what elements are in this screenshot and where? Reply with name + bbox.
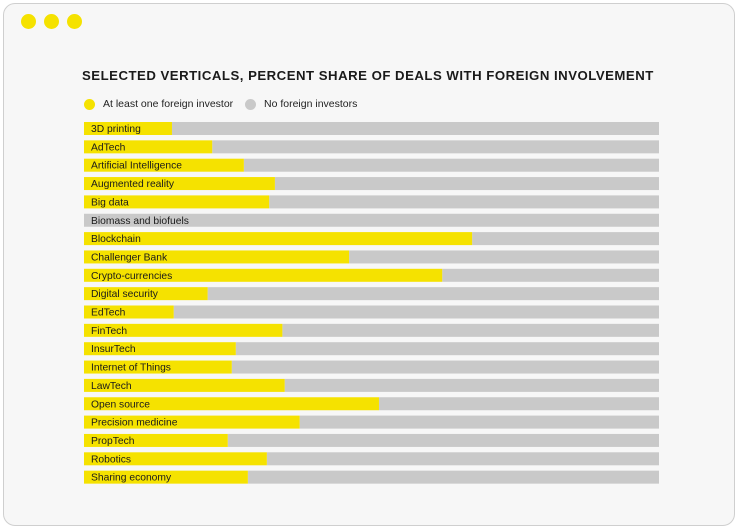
bar-no-foreign (269, 195, 659, 209)
window-dot-3[interactable] (67, 14, 82, 29)
category-label: Sharing economy (91, 473, 172, 484)
bar-no-foreign (84, 213, 659, 227)
category-label: LawTech (91, 381, 132, 392)
bar-row: InsurTech (84, 342, 660, 356)
bar-row: Open source (84, 397, 659, 411)
bar-no-foreign (207, 287, 659, 301)
bar-foreign (84, 268, 443, 282)
bar-no-foreign (442, 268, 659, 282)
category-label: FinTech (91, 326, 127, 337)
bar-foreign (84, 415, 300, 429)
bar-no-foreign (243, 158, 659, 172)
bar-foreign (84, 397, 379, 411)
bar-no-foreign (235, 342, 660, 356)
bar-row: Big data (84, 195, 659, 209)
bar-row: Blockchain (84, 232, 659, 246)
bar-row: Digital security (84, 287, 659, 301)
bar-row: FinTech (84, 323, 659, 337)
category-label: 3D printing (91, 124, 141, 135)
category-label: Precision medicine (91, 418, 178, 429)
bar-no-foreign (247, 470, 659, 484)
bar-no-foreign (378, 397, 659, 411)
legend-item-no-foreign: No foreign investors (245, 97, 357, 111)
bar-no-foreign (266, 452, 659, 466)
category-label: Big data (91, 197, 129, 208)
category-label: Crypto-currencies (91, 271, 172, 282)
bar-row: Precision medicine (84, 415, 659, 429)
bar-row: AdTech (84, 140, 659, 154)
legend-swatch-no-foreign (245, 98, 256, 110)
bar-row: Challenger Bank (84, 250, 659, 264)
bar-row: Artificial Intelligence (84, 158, 659, 172)
bar-no-foreign (472, 232, 659, 246)
category-label: InsurTech (91, 344, 136, 355)
bar-row: Biomass and biofuels (84, 213, 659, 227)
bar-row: Crypto-currencies (84, 268, 659, 282)
bar-foreign (84, 122, 172, 135)
category-label: Artificial Intelligence (91, 161, 182, 172)
bar-foreign (84, 287, 208, 301)
bar-foreign (84, 250, 350, 264)
window-dot-2[interactable] (44, 14, 59, 29)
category-label: Robotics (91, 454, 131, 465)
bar-foreign (84, 323, 283, 337)
bar-row: Augmented reality (84, 177, 659, 191)
legend-item-foreign: At least one foreign investor (84, 97, 233, 111)
bar-no-foreign (173, 305, 659, 319)
category-label: PropTech (91, 436, 135, 447)
bar-foreign (84, 378, 285, 392)
category-label: Open source (91, 399, 150, 410)
category-label: Augmented reality (91, 179, 175, 190)
category-label: Challenger Bank (91, 252, 168, 263)
bar-row: PropTech (84, 433, 659, 447)
category-label: AdTech (91, 142, 126, 153)
bar-foreign (84, 158, 244, 172)
bar-foreign (84, 433, 228, 447)
bar-row: Sharing economy (84, 470, 659, 484)
category-label: Digital security (91, 289, 159, 300)
bar-no-foreign (299, 415, 659, 429)
bar-no-foreign (274, 177, 659, 191)
bar-foreign (84, 140, 213, 154)
bar-foreign (84, 342, 236, 356)
bar-no-foreign (171, 122, 659, 135)
bar-row: Robotics (84, 452, 659, 466)
legend-swatch-foreign (84, 98, 95, 110)
category-label: Internet of Things (91, 363, 171, 374)
legend-label-no-foreign: No foreign investors (264, 98, 358, 110)
category-label: EdTech (91, 308, 126, 319)
bar-row: LawTech (84, 378, 659, 392)
bar-no-foreign (282, 323, 659, 337)
category-label: Blockchain (91, 234, 141, 245)
bar-foreign (84, 452, 267, 466)
bar-row: 3D printing (84, 122, 659, 135)
bar-row: EdTech (84, 305, 659, 319)
bar-foreign (84, 470, 248, 484)
bar-foreign (84, 232, 473, 246)
bar-no-foreign (227, 433, 659, 447)
bar-no-foreign (231, 360, 659, 374)
category-label: Biomass and biofuels (91, 216, 189, 227)
bar-foreign (84, 177, 275, 191)
window-dot-1[interactable] (21, 14, 36, 29)
bar-foreign (84, 195, 270, 209)
bar-no-foreign (212, 140, 659, 154)
bar-foreign (84, 305, 174, 319)
bar-row: Internet of Things (84, 360, 659, 374)
bar-foreign (84, 360, 232, 374)
bar-no-foreign (349, 250, 659, 264)
legend-label-foreign: At least one foreign investor (103, 98, 234, 110)
chart-title: SELECTED VERTICALS, PERCENT SHARE OF DEA… (82, 68, 654, 83)
bar-no-foreign (284, 378, 659, 392)
